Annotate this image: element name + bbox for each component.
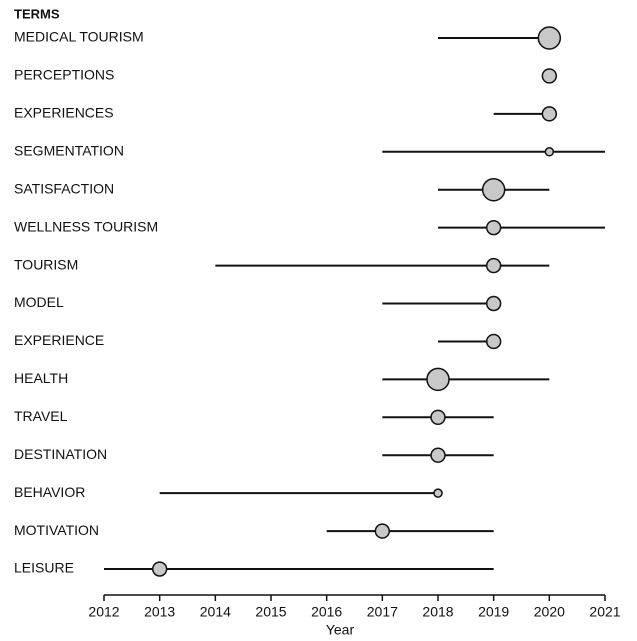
x-tick-label: 2013 (144, 604, 175, 620)
median-bubble (485, 295, 502, 312)
median-bubble (430, 447, 446, 463)
term-label: SATISFACTION (14, 180, 114, 196)
term-label: MEDICAL TOURISM (14, 29, 144, 45)
median-bubble (481, 177, 506, 202)
x-tick-label: 2018 (422, 604, 453, 620)
x-tick-label: 2012 (88, 604, 119, 620)
median-bubble (485, 257, 502, 274)
median-bubble (544, 147, 555, 157)
term-label: EXPERIENCES (14, 105, 114, 121)
term-label: EXPERIENCE (14, 332, 104, 348)
term-label: TRAVEL (14, 408, 68, 424)
term-label: DESTINATION (14, 446, 107, 462)
x-tick-label: 2017 (367, 604, 398, 620)
x-tick-label: 2014 (200, 604, 231, 620)
term-label: TOURISM (14, 256, 78, 272)
term-label: WELLNESS TOURISM (14, 218, 158, 234)
median-bubble (485, 219, 502, 236)
x-tick-label: 2016 (311, 604, 342, 620)
median-bubble (541, 106, 558, 122)
term-label: MOTIVATION (14, 522, 99, 538)
median-bubble (151, 561, 168, 577)
median-bubble (433, 488, 443, 498)
median-bubble (374, 523, 391, 539)
term-label: SEGMENTATION (14, 142, 124, 158)
term-label: HEALTH (14, 370, 68, 386)
median-bubble (426, 367, 450, 392)
median-bubble (541, 68, 558, 84)
term-label: LEISURE (14, 560, 74, 576)
x-tick-label: 2021 (589, 604, 620, 620)
term-label: MODEL (14, 294, 64, 310)
term-label: BEHAVIOR (14, 484, 85, 500)
x-axis-label: Year (326, 622, 355, 638)
chart-title: TERMS (14, 6, 60, 21)
term-label: PERCEPTIONS (14, 67, 114, 83)
median-bubble (485, 333, 502, 350)
median-bubble (430, 409, 446, 426)
x-tick-label: 2015 (255, 604, 286, 620)
x-tick-label: 2020 (534, 604, 565, 620)
median-bubble (537, 26, 562, 50)
x-tick-label: 2019 (478, 604, 509, 620)
